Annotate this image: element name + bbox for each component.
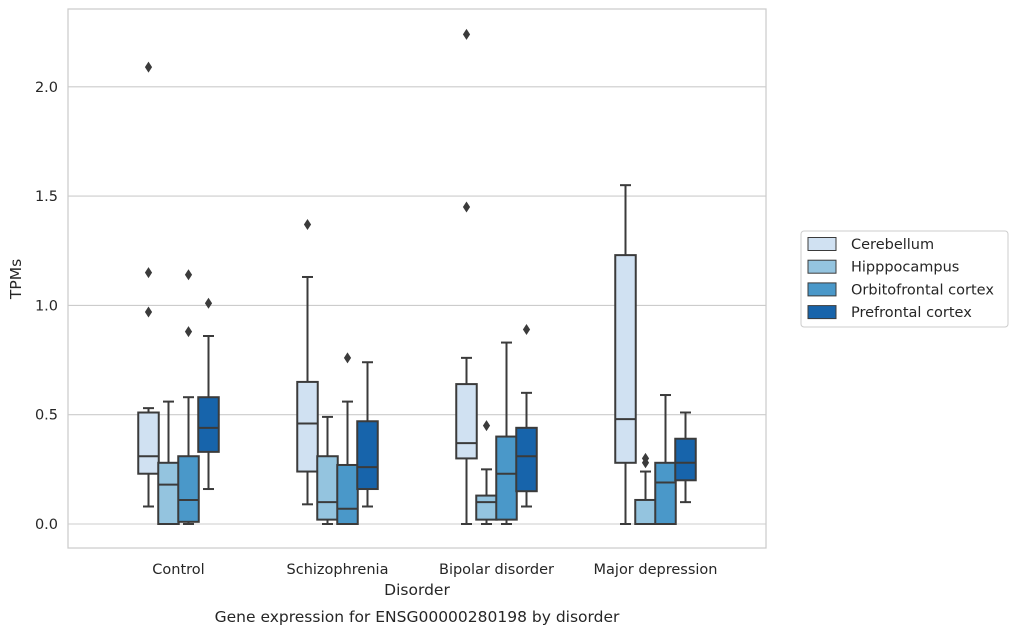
iqr-box — [157, 461, 180, 525]
tick-layer: 0.0 0.5 1.0 1.5 2.0 Control Schizophrenia Bipol… — [35, 80, 718, 578]
box-3-2 — [336, 352, 359, 525]
iqr-box — [197, 396, 220, 453]
iqr-box — [515, 426, 538, 493]
box-2-2 — [316, 415, 339, 525]
outlier-point — [144, 61, 153, 73]
outlier-point — [144, 306, 153, 318]
plot-frame — [67, 8, 767, 549]
grid-layer — [68, 86, 766, 525]
box-1-3 — [455, 28, 478, 525]
y-tick-label: 1.5 — [35, 189, 58, 205]
x-axis-label: Disorder — [384, 581, 450, 599]
legend-label: Cerebellum — [851, 237, 934, 253]
outlier-point — [462, 28, 471, 40]
outlier-point — [144, 267, 153, 279]
iqr-box — [137, 411, 160, 475]
outlier-point — [482, 420, 491, 432]
legend-swatch — [807, 259, 837, 274]
box-2-3 — [475, 420, 498, 525]
box-1-1 — [137, 61, 160, 508]
outlier-point — [522, 323, 531, 335]
iqr-box — [177, 455, 200, 523]
outlier-point — [184, 326, 193, 338]
box-3-1 — [177, 269, 200, 525]
iqr-box — [614, 254, 637, 464]
outlier-point — [184, 269, 193, 281]
iqr-box — [654, 461, 677, 525]
iqr-box — [455, 383, 478, 460]
iqr-box — [336, 463, 359, 525]
legend-swatch — [807, 305, 837, 320]
legend-label: Orbitofrontal cortex — [851, 282, 994, 298]
outlier-point — [641, 452, 650, 464]
x-tick-label: Schizophrenia — [287, 562, 389, 578]
box-layer — [137, 28, 697, 526]
outlier-point — [343, 352, 352, 364]
iqr-box — [475, 494, 498, 521]
outlier-point — [303, 219, 312, 231]
y-tick-label: 1.0 — [35, 298, 58, 314]
y-tick-label: 2.0 — [35, 80, 58, 96]
box-4-3 — [515, 323, 538, 508]
box-1-4 — [614, 184, 637, 525]
box-2-1 — [157, 400, 180, 525]
legend-label: Prefrontal cortex — [851, 305, 972, 321]
iqr-box — [674, 437, 697, 482]
iqr-box — [495, 435, 518, 521]
iqr-box — [356, 420, 379, 491]
legend-swatch — [807, 237, 837, 251]
box-4-2 — [356, 361, 379, 508]
iqr-box — [296, 380, 319, 473]
legend: Cerebellum Hipppocampus Orbitofrontal cort… — [800, 230, 1009, 328]
y-tick-label: 0.5 — [35, 408, 58, 424]
box-4-4 — [674, 411, 697, 504]
box-3-3 — [495, 341, 518, 525]
legend-frame — [800, 230, 1009, 328]
iqr-box — [634, 498, 657, 526]
x-tick-label: Major depression — [594, 562, 718, 578]
box-3-4 — [654, 394, 677, 525]
x-tick-label: Bipolar disorder — [439, 562, 554, 578]
iqr-box — [316, 455, 339, 521]
y-axis-label: TPMs — [7, 259, 25, 300]
legend-label: Hipppocampus — [851, 260, 959, 276]
outlier-point — [204, 297, 213, 309]
outlier-point — [462, 201, 471, 213]
box-2-4 — [634, 452, 657, 526]
legend-swatch — [807, 282, 837, 297]
x-tick-label: Control — [152, 562, 204, 578]
box-4-1 — [197, 297, 220, 491]
box-1-2 — [296, 219, 319, 506]
y-tick-label: 0.0 — [35, 517, 58, 533]
chart-caption: Gene expression for ENSG00000280198 by d… — [215, 608, 620, 626]
